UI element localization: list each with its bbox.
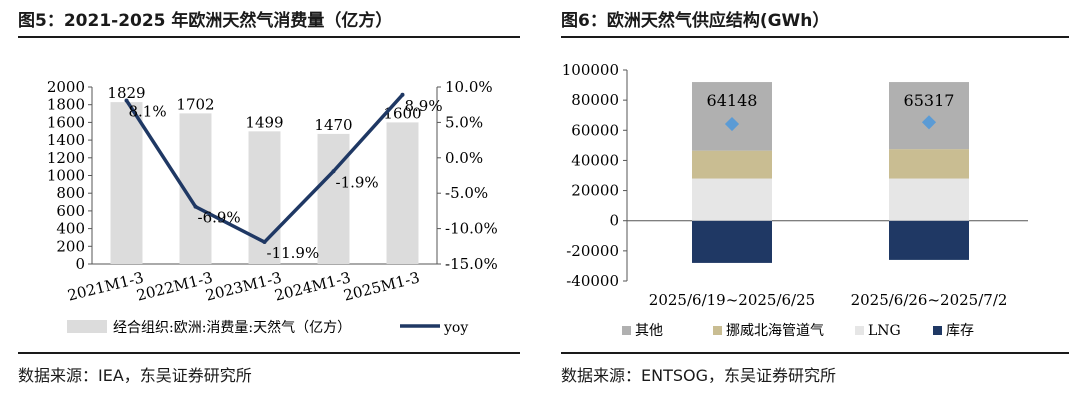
left-title-rule <box>18 36 520 38</box>
x-category-label: 2025/6/26~2025/7/2 <box>851 291 1008 309</box>
consumption-bar <box>110 102 143 264</box>
y-axis-tick-label: 20000 <box>571 182 619 200</box>
yoy-point <box>262 240 267 245</box>
y-axis-tick-label: 1400 <box>47 131 85 149</box>
y-axis-tick-label: 600 <box>56 202 85 220</box>
x-category-label: 2024M1-3 <box>273 268 353 304</box>
y-axis-tick-label: 1000 <box>47 167 85 185</box>
yoy-value-label: -6.9% <box>198 209 241 227</box>
y2-axis-tick-label: -10.0% <box>445 220 498 238</box>
right-bottom-rule <box>561 352 1069 354</box>
x-category-label: 2023M1-3 <box>204 268 284 304</box>
bar-value-label: 1829 <box>107 84 145 102</box>
yoy-point <box>331 169 336 174</box>
yoy-point <box>400 92 405 97</box>
left-figure-title: 图5：2021-2025 年欧洲天然气消费量（亿方） <box>18 11 393 31</box>
total-marker <box>724 116 740 132</box>
y-axis-tick-label: 400 <box>56 220 85 238</box>
stacked-segment <box>889 178 969 221</box>
consumption-chart: 0200400600800100012001400160018002000-15… <box>47 78 498 336</box>
y-axis-tick-label: 0 <box>609 212 619 230</box>
y-axis-tick-label: 800 <box>56 184 85 202</box>
y2-axis-tick-label: -5.0% <box>445 184 488 202</box>
y-axis-tick-label: 200 <box>56 237 85 255</box>
stacked-segment <box>889 149 969 179</box>
total-value-label: 65317 <box>904 91 955 110</box>
y-axis-tick-label: 100000 <box>562 61 619 79</box>
bar-value-label: 1499 <box>245 113 283 131</box>
legend-label: 挪威北海管道气 <box>726 323 824 339</box>
y-axis-tick-label: 40000 <box>571 151 619 169</box>
yoy-point <box>124 98 129 103</box>
total-marker <box>921 115 937 130</box>
bar-value-label: 1702 <box>176 95 214 113</box>
stacked-segment <box>692 150 772 179</box>
supply-structure-chart: -40000 -20000 0 20000 40000 60000 80000 100000 6… <box>562 61 1028 339</box>
bar-value-label: 1470 <box>314 116 352 134</box>
yoy-point <box>193 204 198 209</box>
stacked-segment <box>692 220 772 263</box>
legend-label: 其他 <box>635 323 663 339</box>
y2-axis-tick-label: 10.0% <box>445 78 493 96</box>
left-figure: 图5：2021-2025 年欧洲天然气消费量（亿方） 0 200 400 600 800… <box>0 0 525 405</box>
right-title-rule <box>561 36 1069 38</box>
left-source-note: 数据来源：IEA，东吴证券研究所 <box>18 366 252 385</box>
legend-label: LNG <box>868 323 901 339</box>
bar-value-label: 1600 <box>383 104 421 122</box>
legend-swatch <box>933 326 942 335</box>
consumption-bar <box>386 122 419 265</box>
y-axis-tick-label: 1800 <box>47 96 85 114</box>
y-axis-tick-label: 1200 <box>47 149 85 167</box>
y2-axis-tick-label: 5.0% <box>445 113 483 131</box>
y-axis-tick-label: 1600 <box>47 113 85 131</box>
legend-bar-label: 经合组织:欧洲:消费量:天然气（亿方） <box>113 319 351 336</box>
legend-bar-swatch <box>67 320 107 333</box>
x-category-label: 2022M1-3 <box>135 268 215 304</box>
yoy-value-label: -1.9% <box>336 173 379 191</box>
y-axis-tick-label: 0 <box>75 255 85 273</box>
x-category-label: 2025M1-3 <box>342 268 422 304</box>
legend-label: 库存 <box>946 323 974 339</box>
y-axis-tick-label: -40000 <box>566 272 619 290</box>
yoy-value-label: -11.9% <box>267 244 320 262</box>
y-axis-tick-label: 60000 <box>571 121 619 139</box>
legend-swatch <box>622 326 631 335</box>
right-figure-title: 图6：欧洲天然气供应结构(GWh） <box>561 11 830 31</box>
x-category-label: 2021M1-3 <box>66 268 146 304</box>
stacked-segment <box>889 220 969 260</box>
stacked-segment <box>692 82 772 151</box>
y-axis-tick-label: 80000 <box>571 91 619 109</box>
total-value-label: 64148 <box>707 91 758 110</box>
y-axis-tick-label: 2000 <box>47 78 85 96</box>
x-category-label: 2025/6/19~2025/6/25 <box>649 291 815 309</box>
y-axis-tick-label: -20000 <box>566 242 619 260</box>
legend-swatch <box>713 326 722 335</box>
left-bottom-rule <box>18 352 520 354</box>
legend-line-label: yoy <box>443 320 468 336</box>
right-source-note: 数据来源：ENTSOG，东吴证券研究所 <box>561 366 837 385</box>
yoy-value-label: 8.9% <box>405 97 443 115</box>
legend-swatch <box>855 326 864 335</box>
y2-axis-tick-label: -15.0% <box>445 255 498 273</box>
stacked-segment <box>692 178 772 221</box>
right-figure: 图6：欧洲天然气供应结构(GWh） -40000 -20000 0 20000 4000… <box>545 0 1080 405</box>
consumption-bar <box>317 133 350 264</box>
y2-axis-tick-label: 0.0% <box>445 149 483 167</box>
yoy-value-label: 8.1% <box>129 102 167 120</box>
